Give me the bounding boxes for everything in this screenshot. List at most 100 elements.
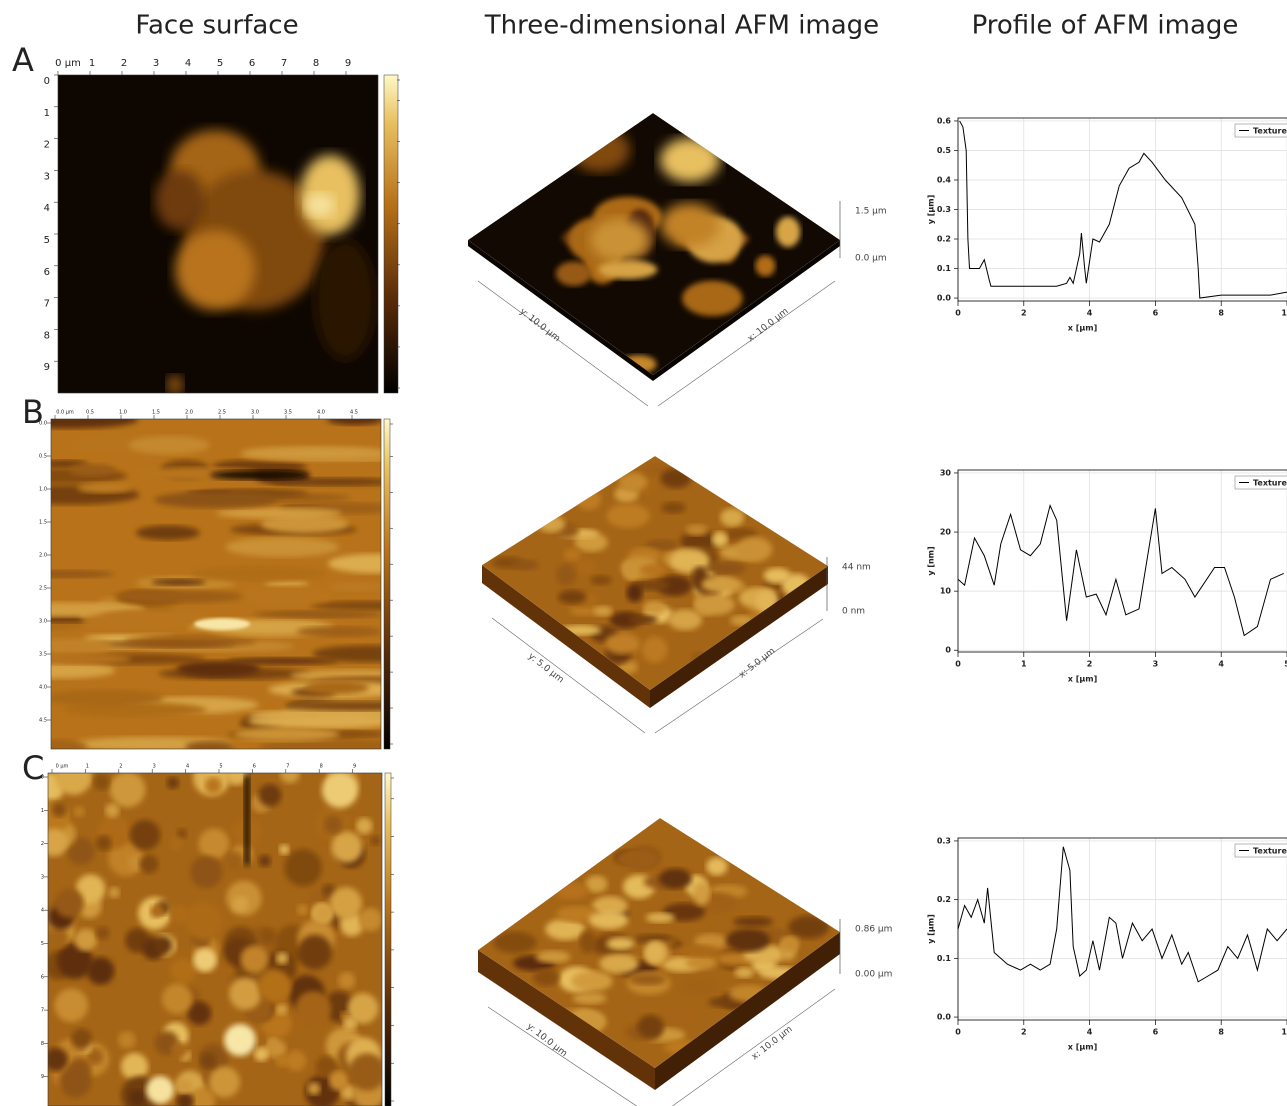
column-header: Three-dimensional AFM image: [484, 11, 879, 41]
x-tick-label: 2: [1021, 1028, 1027, 1037]
plot-frame: [957, 469, 1287, 653]
surface-grain: [128, 1089, 146, 1106]
surface-streak: [51, 570, 115, 579]
surface-grain: [275, 952, 289, 965]
surface-relief: [701, 576, 741, 593]
surface-relief: [643, 463, 667, 477]
y-axis-label: y [nm]: [927, 546, 936, 575]
surface-grain: [95, 925, 110, 940]
map-x-tick-label: 4: [185, 58, 191, 69]
map-y-tick-label: 3: [41, 874, 44, 880]
surface-feature: [194, 618, 250, 630]
content: Face surface Three-dimensional AFM image P…: [12, 11, 1287, 1106]
x-tick-label: 0: [955, 660, 961, 669]
y-axis-label: y [µm]: [927, 914, 936, 944]
y-tick-label: 0.2: [937, 235, 951, 244]
map-x-tick-label: 6: [249, 58, 255, 69]
x-axis-label-3d: x: 10.0 µm: [746, 306, 790, 344]
surface-streak: [151, 578, 207, 586]
surface-relief: [535, 950, 571, 964]
surface-grain: [329, 887, 362, 920]
afm-map: [48, 773, 382, 1106]
map-x-tick-label: 4: [186, 764, 189, 770]
map-x-tick-label: 8: [313, 58, 319, 69]
surface-relief: [555, 261, 592, 287]
surface-feature: [193, 948, 217, 972]
surface-grain: [258, 969, 292, 1003]
panel-label: C: [22, 749, 44, 787]
surface-grain: [149, 904, 164, 918]
surface-streak: [327, 553, 381, 574]
map-frame: [47, 772, 383, 1106]
surface-relief: [694, 594, 735, 615]
x-axis-label-3d: x: 10.0 µm: [750, 1024, 794, 1062]
y-tick-label: 20: [940, 528, 952, 537]
surface-grain: [48, 1047, 69, 1072]
surface-grain: [54, 888, 84, 918]
surface-streak: [51, 689, 165, 707]
map-x-tick-label: 7: [286, 764, 289, 770]
map-y-tick-label: 1.5: [39, 520, 47, 526]
surface-relief: [682, 280, 743, 317]
z-scale-label: 0 nm: [842, 607, 865, 617]
y-tick-label: 0.0: [937, 294, 952, 303]
surface-grain: [48, 927, 69, 948]
surface-relief: [537, 515, 565, 533]
y-edge: [487, 1006, 638, 1106]
surface-relief: [588, 910, 629, 930]
surface-grain: [109, 773, 146, 808]
x-tick-label: 4: [1087, 1028, 1093, 1037]
y-tick-label: 0.1: [937, 954, 952, 963]
surface-relief: [593, 605, 613, 617]
surface-grain: [185, 902, 223, 940]
map-y-tick-label: 0.0: [39, 421, 47, 427]
surface-grain: [154, 936, 173, 955]
colorbar: [383, 74, 399, 394]
map-x-tick-label: 5: [217, 58, 223, 69]
surface-feature: [660, 203, 720, 247]
surface-grain: [187, 1001, 212, 1026]
map-x-tick-label: 1.0: [119, 410, 127, 416]
surface-grain: [331, 831, 363, 863]
y-tick-label: 0.3: [937, 205, 951, 214]
surface-side: [655, 932, 840, 1090]
surface-streak: [153, 491, 279, 509]
surface-relief: [598, 259, 658, 280]
profile-line: [959, 120, 1287, 299]
surface-grain: [348, 1053, 382, 1091]
surface-relief: [633, 934, 672, 945]
x-edge: [657, 280, 836, 407]
panel-label: A: [12, 41, 34, 79]
surface-relief: [555, 882, 589, 900]
surface-grain: [347, 993, 379, 1024]
surface-streak: [77, 482, 132, 494]
map-x-tick-label: 9: [345, 58, 351, 69]
surface-relief: [626, 583, 643, 603]
surface-streak: [185, 741, 235, 749]
surface-relief: [569, 605, 600, 616]
surface-streak: [51, 638, 113, 656]
map-x-tick-label: 1: [89, 58, 95, 69]
map-y-tick-label: 4: [44, 203, 50, 214]
map-y-tick-label: 3: [44, 171, 50, 182]
surface-grain: [190, 855, 223, 889]
map-y-tick-label: 1: [41, 808, 44, 814]
surface-grain: [93, 773, 110, 791]
surface-relief: [763, 567, 792, 584]
surface-grain: [297, 904, 308, 916]
surface-relief: [571, 970, 613, 992]
surface-grain: [188, 1087, 215, 1106]
surface-relief: [788, 915, 829, 939]
surface-relief: [643, 941, 666, 964]
surface-relief: [726, 928, 770, 952]
map-y-tick-label: 2.5: [39, 586, 47, 592]
map-x-tick-label: 8: [320, 764, 323, 770]
surface-streak: [51, 739, 88, 749]
surface-grain: [51, 801, 67, 818]
surface-grain: [48, 828, 68, 857]
profile-line: [957, 503, 1284, 637]
map-x-tick-label: 3.5: [284, 410, 292, 416]
surface-relief: [736, 536, 773, 562]
surface-grain: [166, 776, 180, 790]
x-edge: [654, 618, 824, 734]
